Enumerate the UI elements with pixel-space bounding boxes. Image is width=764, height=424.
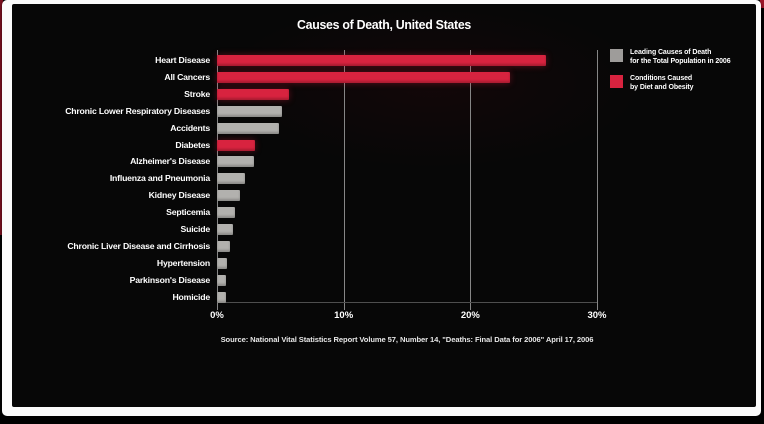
bar bbox=[217, 274, 226, 286]
bar bbox=[217, 257, 228, 269]
legend-label-line2: by Diet and Obesity bbox=[630, 84, 694, 91]
category-label: Parkinson's Disease bbox=[129, 274, 211, 285]
category-label: Accidents bbox=[170, 122, 210, 133]
bar bbox=[217, 156, 254, 168]
category-label: Septicemia bbox=[166, 207, 210, 218]
legend-label-line2: for the Total Population in 2006 bbox=[630, 58, 731, 65]
category-label: Suicide bbox=[180, 224, 211, 234]
x-axis: 0% 10% 20% 30% bbox=[210, 310, 606, 322]
bar bbox=[217, 71, 510, 83]
category-label: Stroke bbox=[184, 88, 210, 99]
bar bbox=[217, 190, 240, 202]
legend-swatch-red bbox=[610, 75, 623, 88]
frame-red-edge-left bbox=[0, 0, 3, 235]
chart-canvas: Causes of Death, United States Heart Dis… bbox=[12, 4, 756, 407]
x-axis-baseline bbox=[217, 302, 597, 303]
bar bbox=[217, 105, 282, 117]
legend-swatch-gray bbox=[610, 49, 623, 62]
category-label: Kidney Disease bbox=[148, 190, 211, 201]
frame-red-edge-right bbox=[760, 0, 764, 8]
category-label: Homicide bbox=[172, 291, 210, 302]
gridline-20% bbox=[470, 50, 472, 310]
category-label: Heart Disease bbox=[155, 55, 210, 65]
bar bbox=[217, 224, 234, 235]
bar bbox=[217, 291, 226, 303]
category-label: Alzheimer's Disease bbox=[130, 156, 210, 167]
slide-frame: Causes of Death, United States Heart Dis… bbox=[2, 0, 761, 416]
gridline-10% bbox=[343, 50, 345, 310]
x-axis-tick-label: 10% bbox=[334, 310, 354, 321]
category-label: Influenza and Pneumonia bbox=[109, 173, 210, 184]
legend-label: Conditions Caused by Diet and Obesity bbox=[630, 74, 694, 92]
source-citation: Source: National Vital Statistics Report… bbox=[220, 335, 594, 344]
bar bbox=[217, 139, 255, 151]
legend-item-leading-causes: Leading Causes of Death for the Total Po… bbox=[610, 48, 750, 66]
x-axis-tick-label: 20% bbox=[460, 310, 480, 321]
bar bbox=[217, 122, 280, 134]
bar bbox=[217, 55, 547, 66]
bar bbox=[217, 173, 245, 185]
x-axis-tick-label: 30% bbox=[587, 310, 607, 321]
legend-label-line1: Conditions Caused bbox=[630, 75, 693, 82]
legend: Leading Causes of Death for the Total Po… bbox=[610, 48, 750, 100]
legend-label: Leading Causes of Death for the Total Po… bbox=[630, 48, 731, 66]
legend-label-line1: Leading Causes of Death bbox=[630, 49, 712, 56]
x-axis-tick-label: 0% bbox=[210, 310, 224, 321]
bar bbox=[217, 88, 290, 100]
legend-item-diet-obesity: Conditions Caused by Diet and Obesity bbox=[610, 74, 750, 92]
category-label: All Cancers bbox=[164, 71, 210, 82]
plot-area bbox=[217, 50, 598, 310]
gridline-30% bbox=[597, 50, 598, 310]
bar bbox=[217, 207, 235, 219]
category-label: Hypertension bbox=[156, 257, 210, 268]
category-label: Chronic Lower Respiratory Diseases bbox=[65, 105, 210, 116]
bar bbox=[217, 240, 230, 252]
category-label: Chronic Liver Disease and Cirrhosis bbox=[67, 240, 210, 251]
category-label-column: Heart Disease All Cancers Stroke Chronic Lo… bbox=[12, 50, 210, 303]
chart-title: Causes of Death, United States bbox=[296, 17, 471, 32]
category-label: Diabetes bbox=[175, 139, 210, 150]
